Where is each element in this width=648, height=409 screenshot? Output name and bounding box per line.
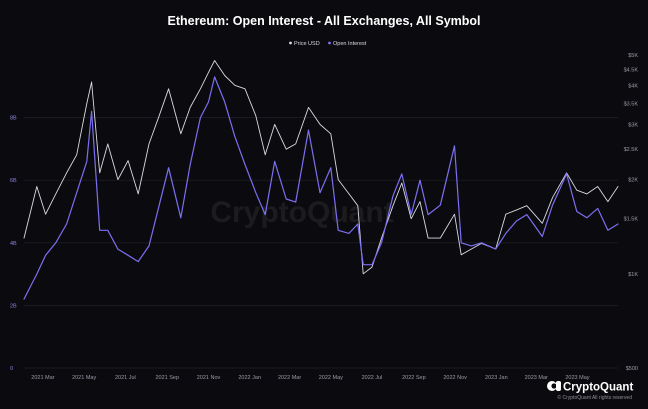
legend-price-label: Price USD	[294, 41, 320, 47]
right-tick-label: $4.5K	[624, 67, 639, 73]
x-tick-label: 2021 Jul	[115, 375, 136, 381]
x-tick-label: 2022 Mar	[278, 375, 301, 381]
legend[interactable]: Price USD Open Interest	[289, 41, 367, 47]
x-tick-label: 2022 Jan	[238, 375, 261, 381]
left-tick-label: 2B	[10, 303, 17, 309]
right-tick-label: $4K	[628, 83, 638, 89]
brand-logo: CryptoQuant © CryptoQuant All rights res…	[547, 381, 633, 401]
x-tick-label: 2023 Jan	[485, 375, 508, 381]
right-tick-label: $1.5K	[624, 217, 639, 223]
x-tick-label: 2023 Mar	[525, 375, 548, 381]
x-axis: 2021 Mar 2021 May 2021 Jul 2021 Sep 2021 Nov…	[31, 375, 589, 381]
brand-name: CryptoQuant	[563, 382, 633, 394]
right-tick-label: $3K	[628, 122, 638, 128]
cryptoquant-logo-icon	[547, 381, 561, 391]
chart-title: Ethereum: Open Interest - All Exchanges,…	[167, 14, 480, 28]
right-tick-label: $5K	[628, 53, 638, 59]
left-tick-label: 0	[10, 366, 13, 372]
right-tick-label: $2K	[628, 178, 638, 184]
x-tick-label: 2022 Sep	[402, 375, 426, 381]
left-tick-label: 6B	[10, 178, 17, 184]
x-tick-label: 2023 May	[565, 375, 589, 381]
left-tick-label: 8B	[10, 116, 17, 122]
copyright: © CryptoQuant All rights reserved	[557, 394, 632, 401]
right-tick-label: $500	[626, 366, 638, 372]
open-interest-line	[23, 76, 619, 300]
legend-price-marker	[289, 41, 292, 45]
left-axis: 0 2B 4B 6B 8B	[10, 116, 17, 372]
x-tick-label: 2022 Jul	[362, 375, 383, 381]
right-tick-label: $3.5K	[624, 101, 639, 107]
legend-oi-label: Open Interest	[333, 41, 367, 47]
right-tick-label: $2.5K	[624, 147, 639, 153]
x-tick-label: 2022 Nov	[443, 375, 467, 381]
x-tick-label: 2021 May	[72, 375, 96, 381]
plot-area	[23, 60, 619, 300]
x-tick-label: 2021 Sep	[155, 375, 179, 381]
right-tick-label: $1K	[628, 272, 638, 278]
x-tick-label: 2021 Nov	[197, 375, 221, 381]
left-tick-label: 4B	[10, 241, 17, 247]
x-tick-label: 2022 May	[319, 375, 343, 381]
watermark: CryptoQuant	[210, 196, 393, 229]
gridlines	[24, 117, 618, 369]
legend-oi-marker	[328, 41, 331, 45]
x-tick-label: 2021 Mar	[31, 375, 54, 381]
price-usd-line	[23, 60, 619, 275]
right-axis: $500 $1K $1.5K $2K $2.5K $3K $3.5K $4K $4.5K $5K	[624, 53, 639, 372]
